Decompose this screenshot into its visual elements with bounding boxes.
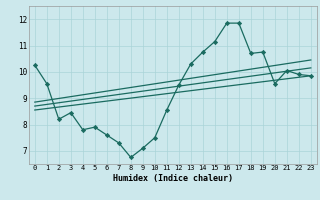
X-axis label: Humidex (Indice chaleur): Humidex (Indice chaleur) bbox=[113, 174, 233, 183]
